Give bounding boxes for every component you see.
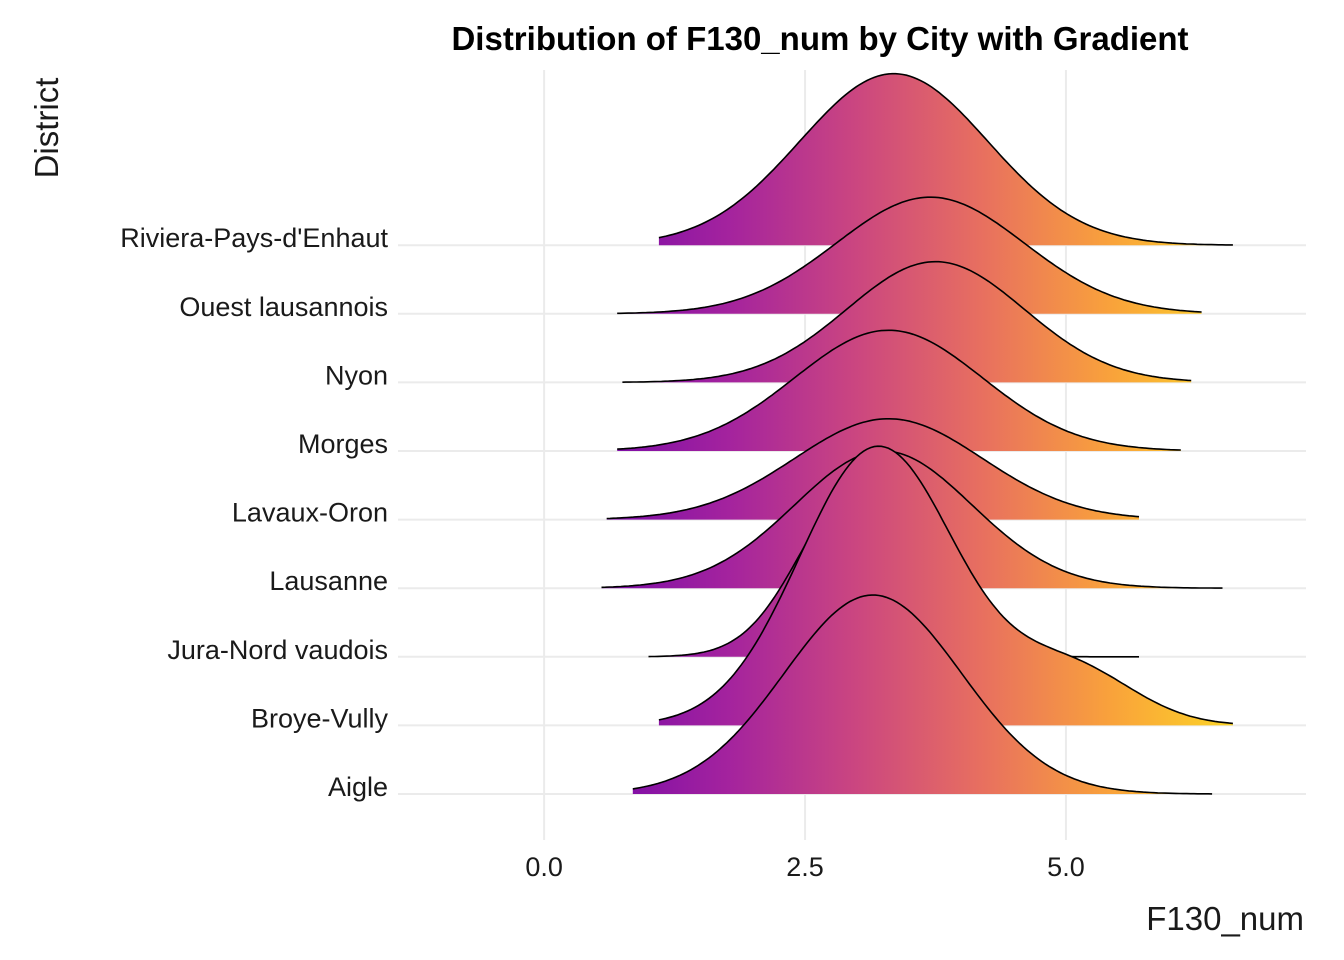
ridge-area	[632, 595, 1213, 794]
y-axis-title: District	[28, 78, 65, 179]
y-tick-label: Riviera-Pays-d'Enhaut	[120, 223, 388, 253]
y-tick-labels: Aigle Broye-Vully Jura-Nord vaudois Lausann…	[120, 223, 388, 802]
ridge-outline	[617, 329, 1181, 451]
ridge-morges	[617, 329, 1181, 451]
x-tick-labels: 0.0 2.5 5.0	[525, 852, 1084, 882]
y-tick-label: Ouest lausannois	[179, 292, 388, 322]
ridge-outline	[632, 594, 1213, 795]
y-tick-label: Lausanne	[269, 566, 388, 596]
ridge-area	[617, 330, 1181, 451]
ridge-outline	[658, 72, 1233, 246]
ridge-layer	[601, 72, 1233, 795]
x-tick-label: 2.5	[786, 852, 824, 882]
chart-title: Distribution of F130_num by City with Gr…	[451, 20, 1188, 57]
ridge-ouest-lausannois	[617, 196, 1202, 315]
y-tick-label: Nyon	[325, 360, 388, 390]
ridge-outline	[601, 450, 1223, 589]
ridge-outline	[606, 418, 1140, 520]
y-tick-label: Broye-Vully	[251, 703, 389, 733]
ridge-aigle	[632, 594, 1213, 795]
ridge-riviera-pays-d-enhaut	[658, 72, 1233, 246]
y-tick-label: Aigle	[328, 772, 388, 802]
y-tick-label: Lavaux-Oron	[232, 498, 388, 528]
ridge-area	[658, 73, 1233, 246]
x-tick-label: 5.0	[1047, 852, 1085, 882]
y-tick-label: Jura-Nord vaudois	[167, 635, 388, 665]
ridge-outline	[617, 196, 1202, 315]
y-tick-label: Morges	[298, 429, 388, 459]
x-axis-title: F130_num	[1146, 900, 1304, 937]
x-tick-label: 0.0	[525, 852, 563, 882]
ridge-outline	[658, 445, 1233, 725]
ridge-area	[622, 261, 1192, 383]
ridge-nyon	[622, 260, 1192, 383]
ridge-area	[617, 197, 1202, 314]
ridge-outline	[622, 260, 1192, 383]
